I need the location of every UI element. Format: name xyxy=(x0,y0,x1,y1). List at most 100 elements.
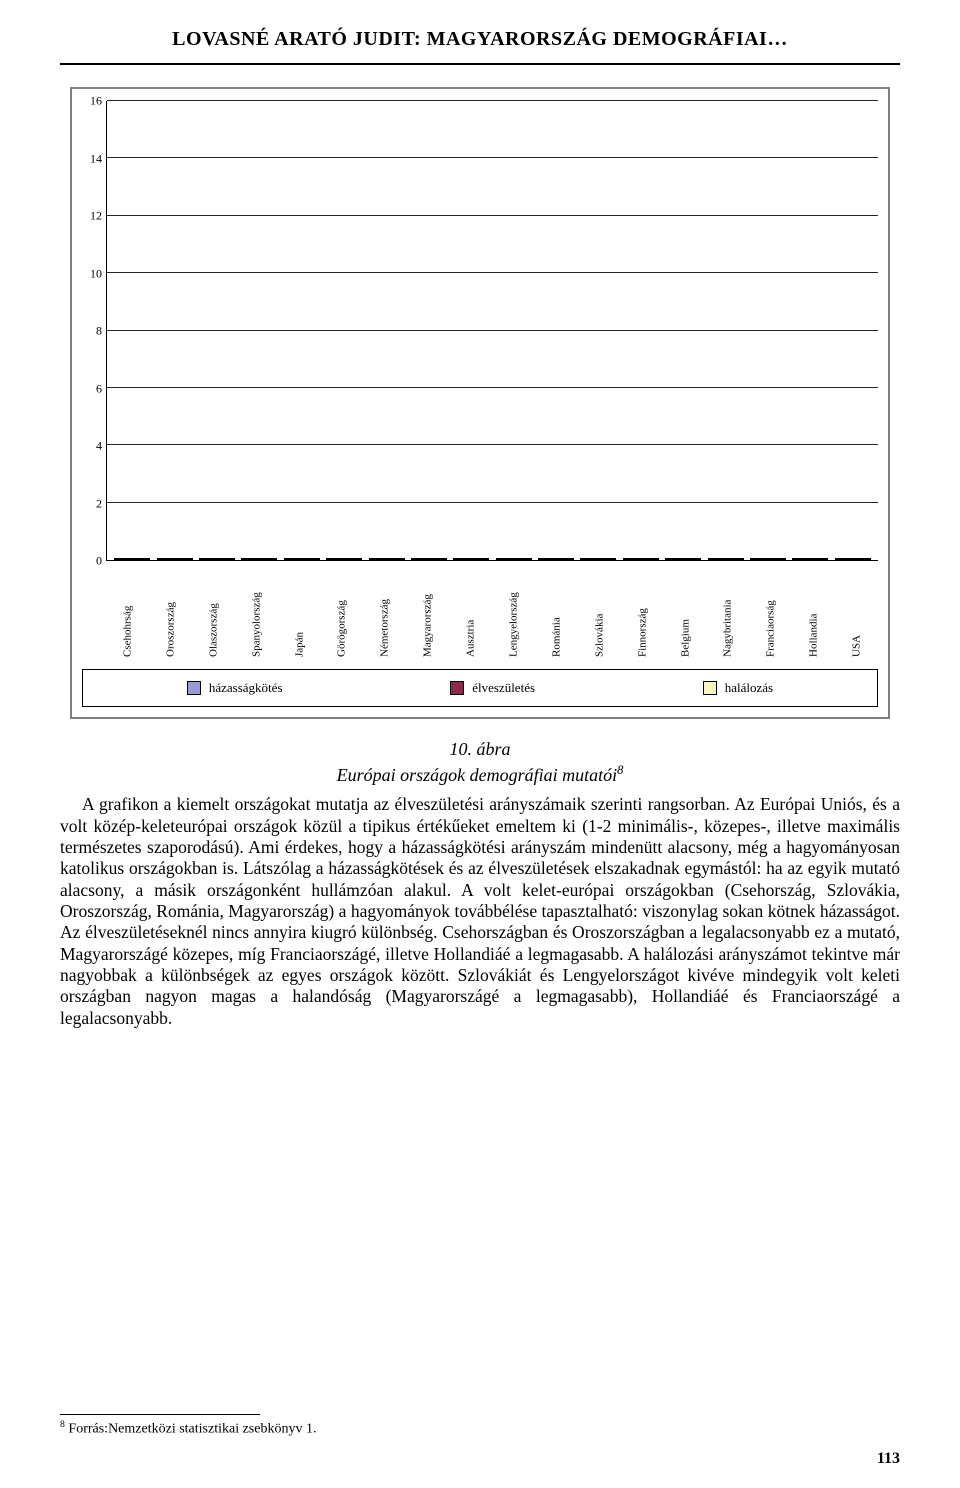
country-bar-group xyxy=(577,558,619,560)
bar xyxy=(604,558,616,560)
figure-caption: 10. ábra Európai országok demográfiai mu… xyxy=(0,737,960,788)
gridline xyxy=(107,387,878,388)
country-bar-group xyxy=(365,558,407,560)
bar xyxy=(477,558,489,560)
country-bar-group xyxy=(704,558,746,560)
bar xyxy=(326,558,338,560)
bar xyxy=(423,558,435,560)
bar xyxy=(538,558,550,560)
page-number: 113 xyxy=(877,1450,900,1468)
chart-legend: házasságkötés élveszületés halálozás xyxy=(82,669,878,707)
bar xyxy=(453,558,465,560)
bar xyxy=(804,558,816,560)
bar xyxy=(393,558,405,560)
bar xyxy=(369,558,381,560)
x-axis-label: Oroszország xyxy=(149,565,192,657)
body-text: A grafikon a kiemelt országokat mutatja … xyxy=(60,794,900,1029)
x-axis-labels: CsehohrságOroszországOlaszországSpanyolo… xyxy=(82,565,878,657)
x-axis-label: Szlovákia xyxy=(578,565,621,657)
title-rule xyxy=(60,63,900,65)
chart-plot xyxy=(106,101,878,561)
bar xyxy=(157,558,169,560)
gridline xyxy=(107,157,878,158)
bar xyxy=(411,558,423,560)
bar xyxy=(265,558,277,560)
bar xyxy=(847,558,859,560)
y-tick-label: 8 xyxy=(96,324,102,339)
bar xyxy=(859,558,871,560)
bar xyxy=(241,558,253,560)
x-axis-label: Románia xyxy=(535,565,578,657)
x-axis-label: Franciaorság xyxy=(749,565,792,657)
gridline xyxy=(107,330,878,331)
x-axis-label: Lengyelország xyxy=(492,565,535,657)
bar xyxy=(465,558,477,560)
x-axis-label: Magyarország xyxy=(406,565,449,657)
bar xyxy=(520,558,532,560)
bar xyxy=(211,558,223,560)
bar xyxy=(647,558,659,560)
bar xyxy=(792,558,804,560)
x-axis-label: Spanyolország xyxy=(235,565,278,657)
gridline xyxy=(107,215,878,216)
footnote-text: Forrás:Nemzetközi statisztikai zsebkönyv… xyxy=(65,1422,317,1437)
country-bar-group xyxy=(196,558,238,560)
legend-label: halálozás xyxy=(725,680,773,696)
legend-item: élveszületés xyxy=(450,680,535,696)
country-bar-group xyxy=(493,558,535,560)
footnote-rule xyxy=(60,1414,260,1415)
bar xyxy=(689,558,701,560)
x-axis-label: Japán xyxy=(278,565,321,657)
country-bar-group xyxy=(832,558,874,560)
bar xyxy=(623,558,635,560)
bars-row xyxy=(107,101,878,560)
y-tick-label: 16 xyxy=(90,94,102,109)
legend-label: házasságkötés xyxy=(209,680,283,696)
country-bar-group xyxy=(111,558,153,560)
x-axis-label: Görögország xyxy=(320,565,363,657)
footnote: 8 Forrás:Nemzetközi statisztikai zsebkön… xyxy=(60,1419,900,1438)
bar xyxy=(138,558,150,560)
footnote-ref: 8 xyxy=(617,763,623,777)
gridline xyxy=(107,502,878,503)
page-title: LOVASNÉ ARATÓ JUDIT: MAGYARORSZÁG DEMOGR… xyxy=(60,28,900,51)
x-axis-label: Finnország xyxy=(621,565,664,657)
bar xyxy=(592,558,604,560)
y-tick-label: 6 xyxy=(96,381,102,396)
legend-swatch xyxy=(450,681,464,695)
country-bar-group xyxy=(408,558,450,560)
y-tick-label: 0 xyxy=(96,554,102,569)
bar xyxy=(223,558,235,560)
country-bar-group xyxy=(747,558,789,560)
y-axis: 0246810121416 xyxy=(82,101,106,561)
gridline xyxy=(107,100,878,101)
x-axis-label: USA xyxy=(835,565,878,657)
country-bar-group xyxy=(789,558,831,560)
bar xyxy=(762,558,774,560)
country-bar-group xyxy=(238,558,280,560)
figure-title: Európai országok demográfiai mutatói xyxy=(337,765,618,785)
gridline xyxy=(107,444,878,445)
y-tick-label: 12 xyxy=(90,209,102,224)
x-axis-label: Hollandia xyxy=(792,565,835,657)
bar xyxy=(550,558,562,560)
chart-area: 0246810121416 xyxy=(82,101,878,561)
bar xyxy=(562,558,574,560)
footnote-block: 8 Forrás:Nemzetközi statisztikai zsebkön… xyxy=(0,1414,960,1438)
x-axis-label: Nagybritania xyxy=(706,565,749,657)
country-bar-group xyxy=(281,558,323,560)
y-tick-label: 10 xyxy=(90,266,102,281)
bar xyxy=(199,558,211,560)
legend-label: élveszületés xyxy=(472,680,535,696)
country-bar-group xyxy=(450,558,492,560)
legend-swatch xyxy=(187,681,201,695)
gridline xyxy=(107,272,878,273)
country-bar-group xyxy=(620,558,662,560)
y-tick-label: 14 xyxy=(90,151,102,166)
x-axis-label: Belgium xyxy=(664,565,707,657)
bar xyxy=(381,558,393,560)
bar xyxy=(835,558,847,560)
legend-swatch xyxy=(703,681,717,695)
x-axis-label: Olaszország xyxy=(192,565,235,657)
bar xyxy=(508,558,520,560)
